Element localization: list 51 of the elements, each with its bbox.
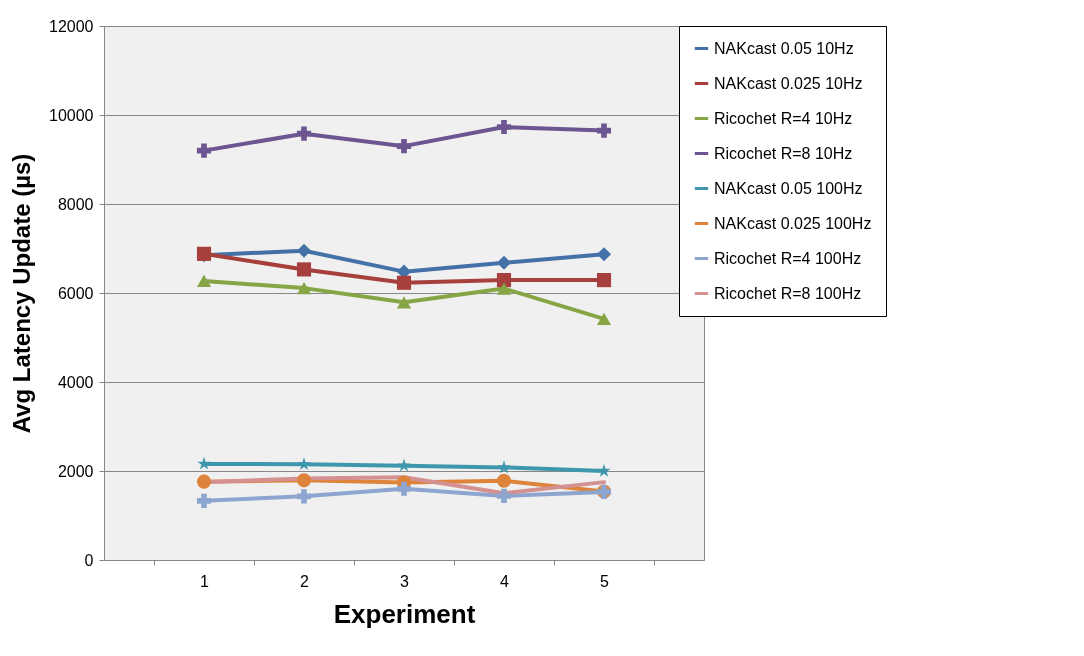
point — [496, 473, 512, 488]
legend-label: Ricochet R=4 100Hz — [714, 249, 862, 267]
x-tick-label: 3 — [400, 572, 410, 590]
x-tick-label: 4 — [500, 572, 510, 590]
point — [496, 119, 512, 135]
point — [496, 273, 512, 288]
legend-label: Ricochet R=8 10Hz — [714, 144, 853, 162]
legend-label: NAKcast 0.05 10Hz — [714, 39, 854, 57]
y-tick-label: 6000 — [57, 284, 94, 302]
legend-label: Ricochet R=8 100Hz — [714, 284, 862, 302]
point — [596, 123, 612, 138]
point — [296, 281, 312, 295]
legend-label: NAKcast 0.025 100Hz — [714, 214, 872, 232]
point — [197, 456, 211, 470]
y-tick-label: 4000 — [57, 373, 94, 391]
legend-label: Ricochet R=4 10Hz — [714, 109, 853, 127]
point — [496, 255, 512, 270]
point — [496, 488, 512, 503]
y-tick-label: 8000 — [57, 195, 94, 213]
x-axis-title: Experiment — [333, 598, 476, 629]
legend-label: NAKcast 0.025 10Hz — [714, 74, 863, 92]
point — [196, 143, 212, 158]
point — [296, 126, 312, 141]
point — [596, 312, 612, 325]
point — [596, 247, 612, 262]
legend-label: NAKcast 0.05 100Hz — [714, 179, 863, 197]
point — [296, 243, 312, 258]
point — [597, 463, 611, 477]
point — [296, 262, 312, 277]
point — [296, 473, 312, 488]
point — [596, 273, 612, 288]
point — [296, 489, 312, 504]
point — [196, 274, 212, 288]
point — [196, 474, 212, 489]
point — [196, 493, 212, 508]
point — [396, 139, 412, 154]
point — [396, 481, 412, 496]
y-tick-label: 2000 — [57, 462, 94, 480]
point — [497, 460, 511, 474]
point — [397, 458, 411, 472]
point — [396, 275, 412, 290]
x-tick-label: 2 — [300, 572, 310, 590]
y-tick-label: 12000 — [49, 17, 94, 35]
y-tick-label: 10000 — [49, 106, 94, 124]
point — [297, 457, 311, 471]
point — [396, 296, 412, 309]
y-axis-title: Avg Latency Update (µs) — [8, 153, 36, 434]
x-tick-label: 5 — [600, 572, 610, 590]
y-tick-label: 0 — [84, 551, 94, 569]
point — [496, 282, 512, 295]
x-tick-label: 1 — [200, 572, 210, 590]
